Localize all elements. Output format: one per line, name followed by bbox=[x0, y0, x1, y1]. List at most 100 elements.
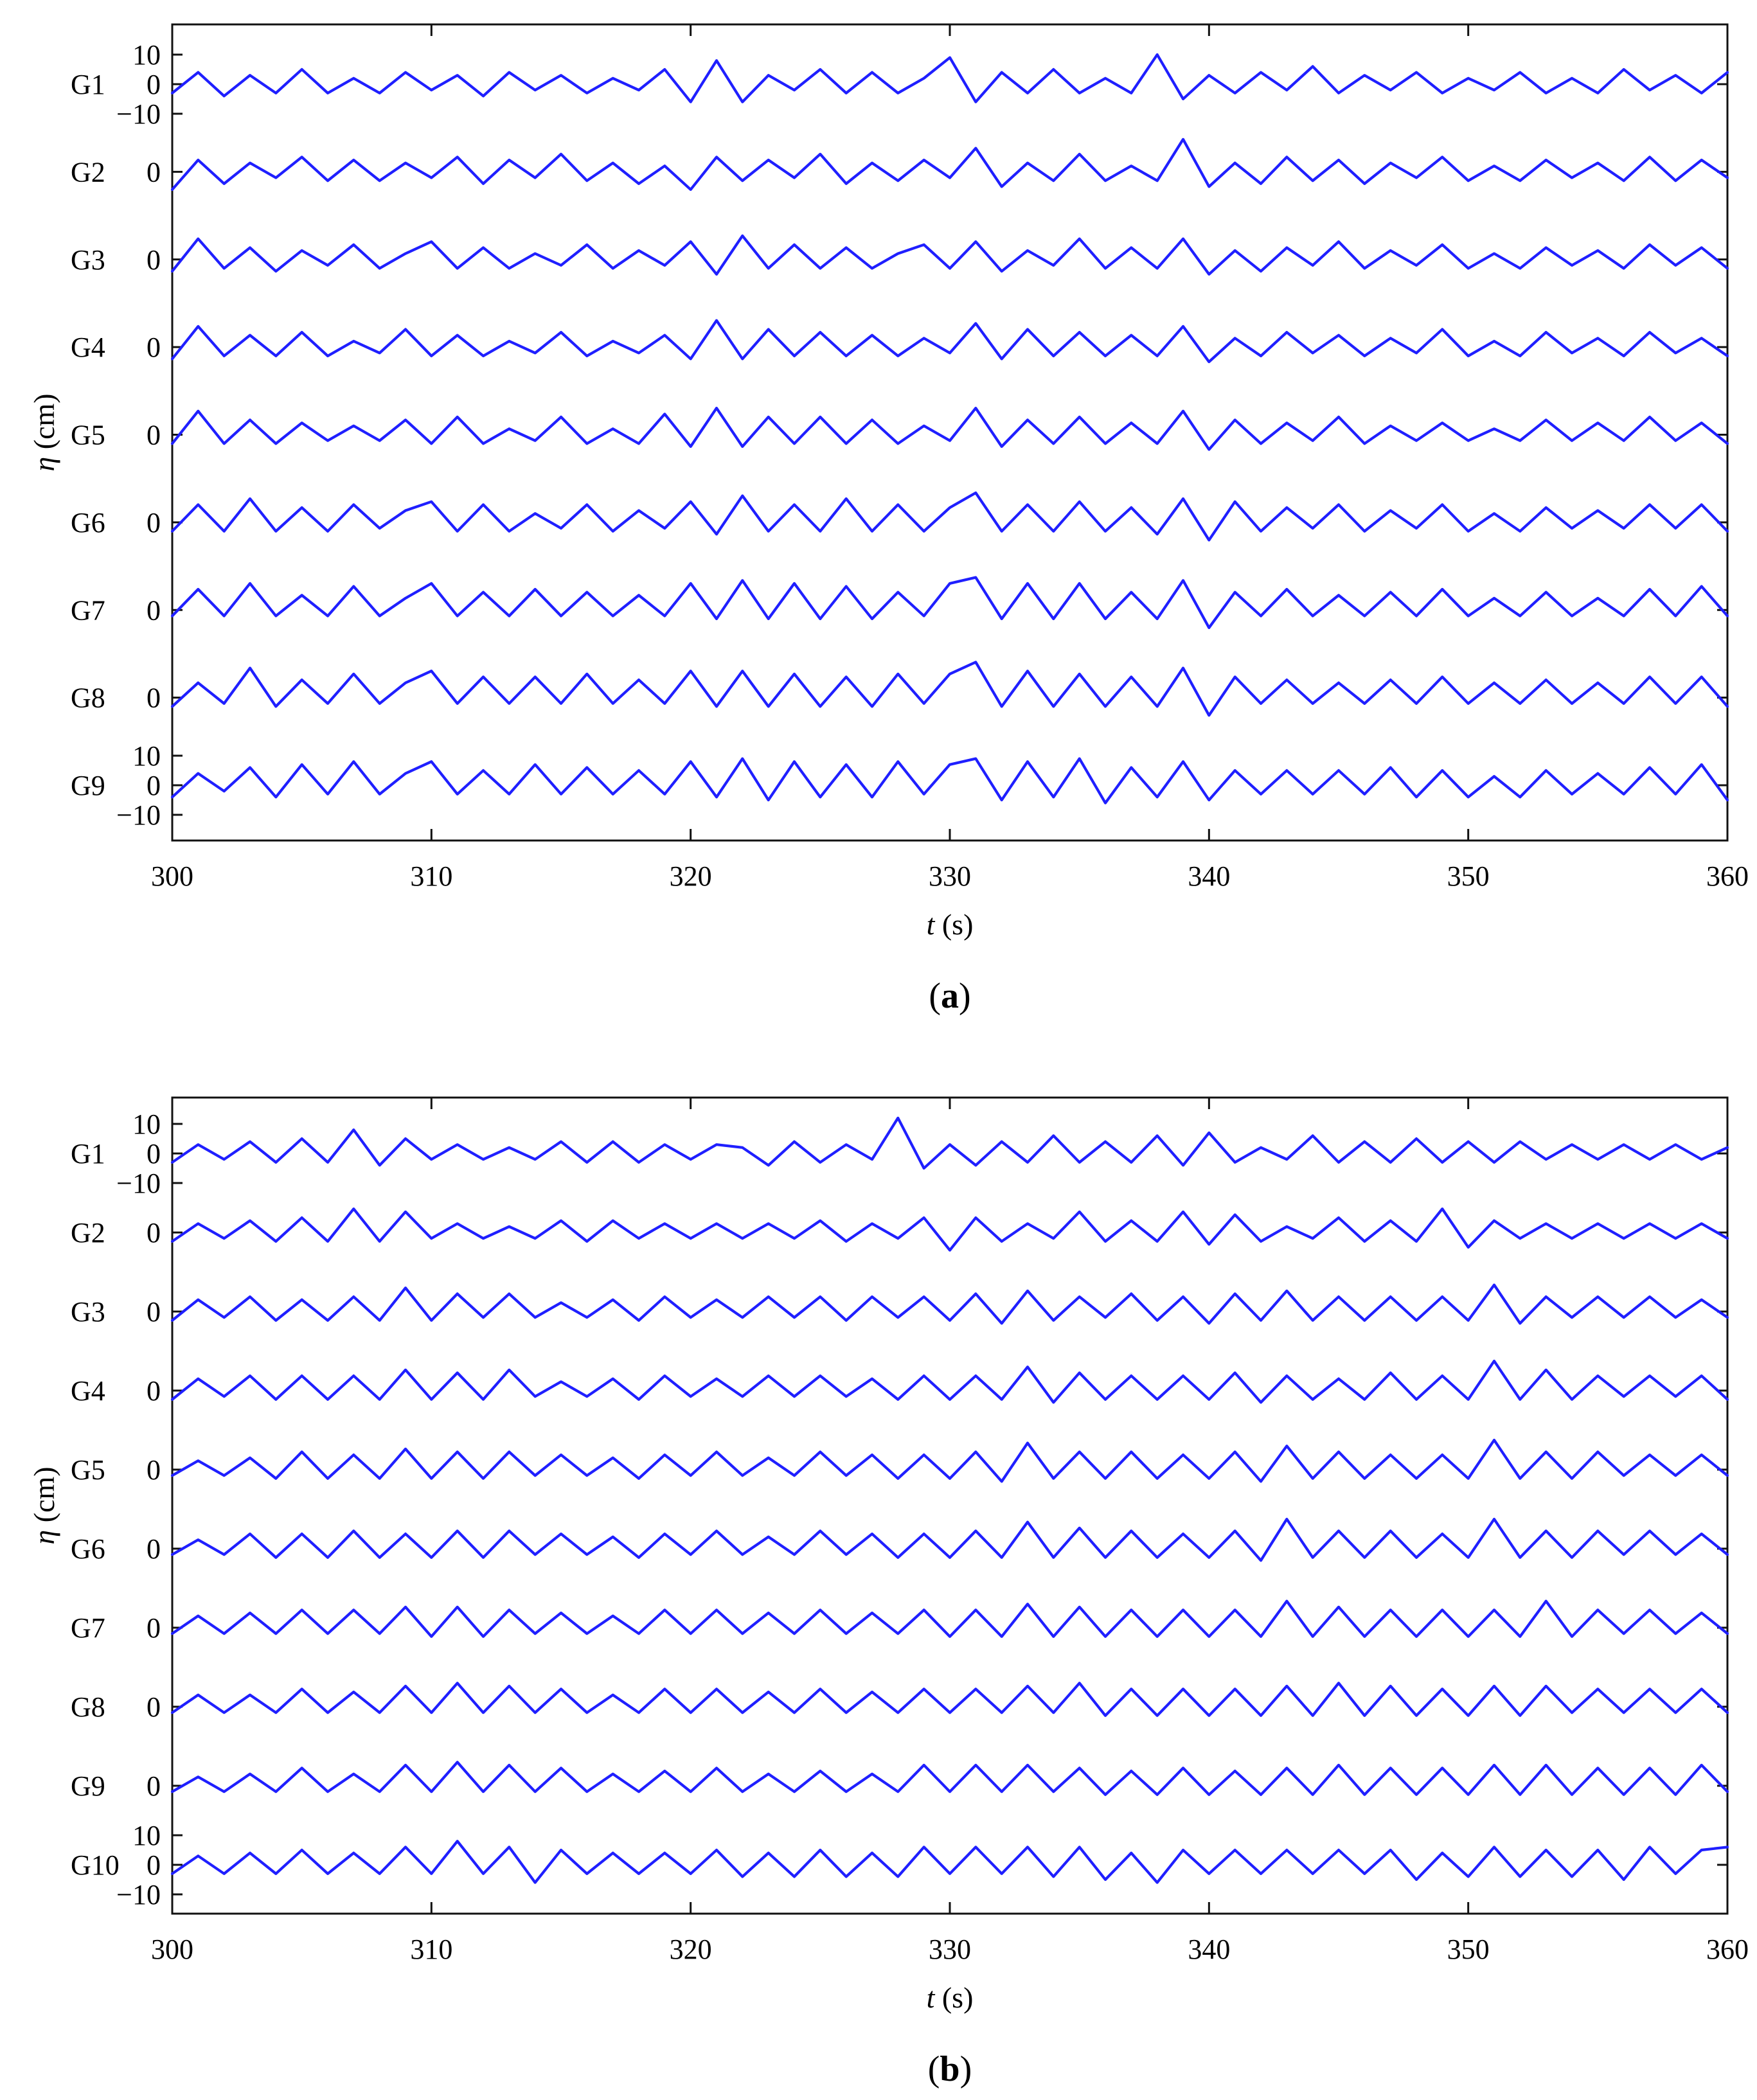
panel-a-caption: (a) bbox=[929, 976, 970, 1016]
panel-b-y-tick-label: 0 bbox=[147, 1217, 161, 1249]
panel-b-y-tick-label: 0 bbox=[147, 1849, 161, 1881]
panel-b-y-tick-label: 0 bbox=[147, 1533, 161, 1565]
panel-a-gauge-label-g5: G5 bbox=[71, 420, 105, 451]
panel-b-y-tick-label: 0 bbox=[147, 1691, 161, 1723]
panel-b-trace-g6 bbox=[170, 1517, 1729, 1562]
panel-a-trace-g5 bbox=[170, 407, 1729, 451]
panel-b-gauge-label-g3: G3 bbox=[71, 1296, 105, 1328]
panel-a-caption-open: ( bbox=[929, 976, 941, 1016]
panel-b-gauge-label-g1: G1 bbox=[71, 1138, 105, 1170]
panel-b-x-tick-label: 310 bbox=[410, 1934, 452, 1965]
panel-b-gauge-label-g8: G8 bbox=[71, 1691, 105, 1723]
panel-a-x-tick-label: 350 bbox=[1447, 860, 1490, 892]
panel-b-y-tick-label: 0 bbox=[147, 1770, 161, 1802]
panel-b-y-axis-label: η (cm) bbox=[28, 1466, 60, 1544]
panel-a-x-tick-label: 340 bbox=[1188, 860, 1230, 892]
panel-b-gauge-label-g9: G9 bbox=[71, 1770, 105, 1802]
panel-b-x-tick-label: 340 bbox=[1188, 1934, 1230, 1965]
panel-b-y-axis-var: η bbox=[28, 1530, 60, 1545]
panel-a-gauge-label-g4: G4 bbox=[71, 332, 105, 363]
panel-a-trace-g4 bbox=[170, 319, 1729, 364]
panel-a-y-axis-var: η bbox=[28, 457, 60, 472]
panel-a-y-axis-label: η (cm) bbox=[28, 393, 60, 471]
panel-a-x-tick-label: 360 bbox=[1706, 860, 1749, 892]
panel-a-y-tick-label: 0 bbox=[147, 594, 161, 626]
panel-a-y-tick-label: 0 bbox=[147, 332, 161, 363]
panel-a-y-tick-label: 0 bbox=[147, 682, 161, 714]
panel-b-gauge-label-g2: G2 bbox=[71, 1217, 105, 1249]
panel-b-trace-g7 bbox=[170, 1599, 1729, 1638]
panel-b-x-axis-label: t (s) bbox=[927, 1981, 974, 2014]
panel-b-gauge-label-g5: G5 bbox=[71, 1454, 105, 1486]
panel-a-y-tick-label: 0 bbox=[147, 770, 161, 801]
panel-b-trace-g4 bbox=[170, 1359, 1729, 1404]
panel-b-y-tick-label: 0 bbox=[147, 1138, 161, 1170]
panel-b-y-tick-label: 0 bbox=[147, 1454, 161, 1486]
panel-a-caption-letter: a bbox=[941, 976, 959, 1016]
panel-b-gauge-label-g10: G10 bbox=[71, 1849, 120, 1881]
panel-a-trace-g9 bbox=[170, 757, 1729, 805]
panel-a-plot-frame bbox=[171, 23, 1729, 842]
panel-b-trace-g10 bbox=[170, 1840, 1729, 1884]
panel-a-x-axis-label: t (s) bbox=[927, 908, 974, 941]
panel-a-x-axis-var: t bbox=[927, 908, 936, 941]
panel-b-y-tick-label: 0 bbox=[147, 1612, 161, 1644]
panel-b-x-tick-label: 330 bbox=[929, 1934, 971, 1965]
panel-a-trace-g3 bbox=[170, 234, 1729, 276]
panel-a-x-axis-unit: (s) bbox=[934, 908, 973, 941]
panel-a-y-tick-label: −10 bbox=[116, 799, 161, 831]
panel-a-gauge-label-g2: G2 bbox=[71, 156, 105, 188]
panel-b-y-tick-label: 10 bbox=[132, 1108, 161, 1140]
panel-a-gauge-label-g7: G7 bbox=[71, 594, 105, 626]
panel-a-gauge-label-g3: G3 bbox=[71, 244, 105, 276]
panel-a-trace-g6 bbox=[170, 491, 1729, 542]
panel-a-caption-close: ) bbox=[959, 976, 971, 1016]
panel-a-gauge-label-g1: G1 bbox=[71, 69, 105, 100]
panel-b-x-tick-label: 320 bbox=[670, 1934, 712, 1965]
panel-b-caption: (b) bbox=[928, 2049, 972, 2089]
panel-a-y-tick-label: 10 bbox=[132, 740, 161, 772]
panel-b-x-axis-unit: (s) bbox=[934, 1981, 973, 2014]
panel-a-y-axis-unit: (cm) bbox=[28, 393, 60, 456]
panel-b-trace-g9 bbox=[170, 1761, 1729, 1796]
panel-b-trace-g8 bbox=[170, 1682, 1729, 1717]
panel-a-x-tick-label: 300 bbox=[151, 860, 193, 892]
panel-b-trace-g3 bbox=[170, 1283, 1729, 1325]
panel-b-caption-open: ( bbox=[928, 2049, 940, 2089]
panel-a-y-tick-label: 0 bbox=[147, 244, 161, 276]
panel-b-gauge-label-g6: G6 bbox=[71, 1533, 105, 1565]
panel-b-caption-close: ) bbox=[960, 2049, 972, 2089]
panel-b-x-tick-label: 350 bbox=[1447, 1934, 1490, 1965]
panel-b-trace-g2 bbox=[170, 1207, 1729, 1252]
panel-b-x-tick-label: 360 bbox=[1706, 1934, 1749, 1965]
panel-b-y-axis-unit: (cm) bbox=[28, 1466, 60, 1529]
panel-a-y-tick-label: 0 bbox=[147, 156, 161, 188]
panel-a-y-tick-label: 0 bbox=[147, 69, 161, 100]
panel-a-gauge-label-g8: G8 bbox=[71, 682, 105, 714]
panel-b-trace-g5 bbox=[170, 1438, 1729, 1483]
panel-a-x-tick-label: 320 bbox=[670, 860, 712, 892]
panel-b-y-tick-label: 0 bbox=[147, 1296, 161, 1328]
panel-a-trace-g2 bbox=[170, 138, 1729, 191]
panel-a-y-tick-label: 10 bbox=[132, 39, 161, 71]
panel-a-x-tick-label: 330 bbox=[929, 860, 971, 892]
panel-a-gauge-label-g9: G9 bbox=[71, 770, 105, 801]
panel-b-y-tick-label: 10 bbox=[132, 1820, 161, 1851]
panel-b-x-tick-label: 300 bbox=[151, 1934, 193, 1965]
panel-b-caption-letter: b bbox=[940, 2049, 959, 2089]
panel-a-trace-g7 bbox=[170, 576, 1729, 629]
panel-b-y-tick-label: −10 bbox=[116, 1168, 161, 1199]
panel-a-y-tick-label: −10 bbox=[116, 98, 161, 130]
panel-a-x-tick-label: 310 bbox=[410, 860, 452, 892]
panel-b-gauge-label-g7: G7 bbox=[71, 1612, 105, 1644]
panel-a-y-tick-label: 0 bbox=[147, 507, 161, 538]
panel-a-y-tick-label: 0 bbox=[147, 420, 161, 451]
panel-a-trace-g1 bbox=[170, 53, 1729, 103]
panel-b-y-tick-label: −10 bbox=[116, 1879, 161, 1910]
panel-a-trace-g8 bbox=[170, 661, 1729, 717]
panel-b-gauge-label-g4: G4 bbox=[71, 1375, 105, 1407]
panel-b-trace-g1 bbox=[170, 1116, 1729, 1170]
